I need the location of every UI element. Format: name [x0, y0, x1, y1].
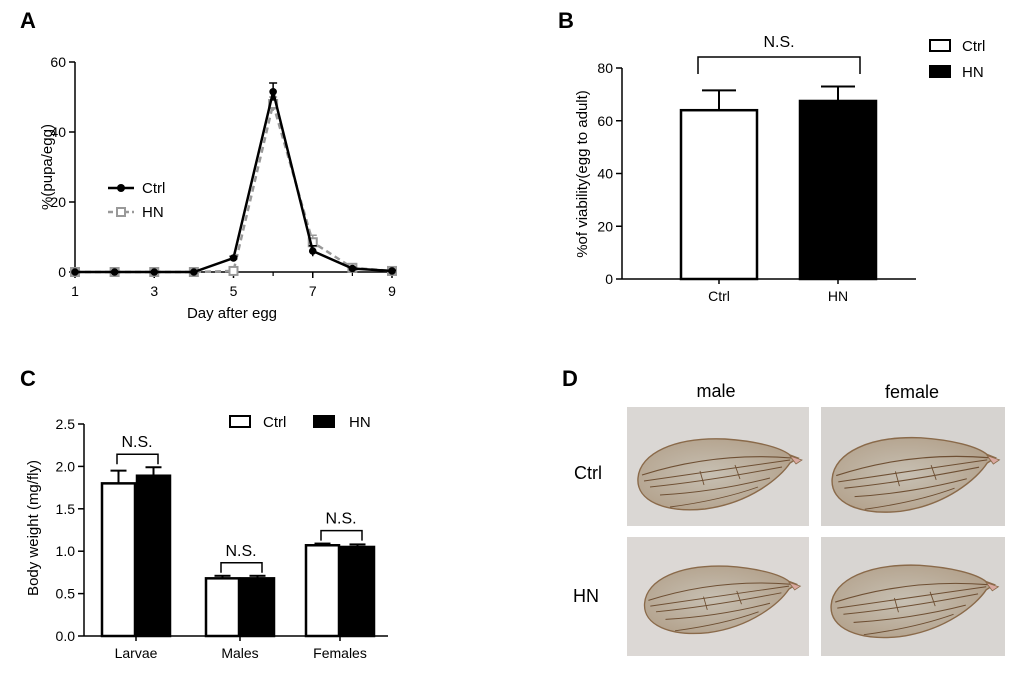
legend-hn-label: HN [349, 414, 371, 431]
panel-letter-a: A [20, 8, 36, 33]
wing-image-ctrl-male [627, 407, 809, 526]
panel-b-x-tick-label: HN [828, 288, 848, 304]
panel-b-y-label: %of viability(egg to adult) [574, 90, 591, 258]
wing-image-hn-male [627, 537, 809, 656]
panel-b-y-tick-label: 60 [597, 113, 613, 129]
panel-a-y-tick-label: 60 [50, 54, 66, 70]
panel-letter-c: C [20, 366, 36, 391]
panel-a-x-tick-label: 1 [71, 283, 79, 299]
bar-hn-males [239, 577, 276, 638]
panel-b-bar-chart: 0 20 40 60 80 Ctrl HN %of viability(egg to ad… [574, 34, 985, 304]
series-ctrl-point [229, 254, 238, 262]
panel-b-y-tick-label: 20 [597, 218, 613, 234]
panel-c-y-tick-label: 0.5 [56, 586, 76, 602]
panel-c-legend: Ctrl HN [229, 414, 371, 431]
panel-b-significance-bracket [697, 56, 861, 74]
series-ctrl-point [348, 264, 357, 273]
panel-a-y-tick-label: 0 [58, 264, 66, 280]
series-ctrl-line [75, 91, 393, 274]
panel-b-y-tick-label: 40 [597, 166, 613, 182]
legend-ctrl-marker [117, 184, 125, 192]
panel-c-significance-label-males: N.S. [225, 543, 256, 560]
panel-c-significance-label-larvae: N.S. [121, 434, 152, 451]
panel-c-x-tick-label: Larvae [115, 645, 158, 661]
panel-c-y-tick-label: 0.0 [56, 628, 76, 644]
panel-b-significance-label: N.S. [763, 34, 794, 51]
panel-c-significance-bracket-larvae [116, 453, 159, 465]
panel-a-x-tick-label: 5 [230, 283, 238, 299]
series-hn-point [228, 265, 239, 276]
wing-image-hn-female [821, 537, 1005, 656]
wing-row-ctrl-label: Ctrl [574, 463, 602, 483]
panel-c-x-tick-label: Males [221, 645, 258, 661]
panel-a-x-tick-label: 7 [309, 283, 317, 299]
panel-c-bar-chart: 0.0 0.5 1.0 1.5 2.0 2.5 Larvae Males Females N.… [25, 414, 388, 661]
wing-column-female-label: female [885, 382, 939, 402]
wing-column-male-label: male [696, 381, 735, 401]
series-ctrl-point [150, 268, 159, 276]
bar-ctrl [679, 108, 759, 281]
panel-a-y-tick-label: 40 [50, 124, 66, 140]
series-ctrl-point [269, 87, 277, 96]
panel-b-legend: Ctrl HN [929, 38, 985, 81]
bar-ctrl-females [304, 544, 341, 638]
legend-ctrl-swatch [929, 39, 951, 52]
legend-hn-swatch [313, 415, 335, 428]
panel-a-x-tick-label: 9 [388, 283, 396, 299]
panel-a-y-tick-label: 20 [50, 194, 66, 210]
panel-c-y-label: Body weight (mg/fly) [25, 460, 42, 596]
legend-ctrl-label: Ctrl [962, 38, 985, 55]
bar-hn-females [339, 545, 376, 638]
panel-c-significance-bracket-males [220, 562, 263, 573]
bar-ctrl-larvae [100, 482, 137, 638]
series-ctrl-point [110, 268, 119, 276]
panel-b-x-tick-label: Ctrl [708, 288, 730, 304]
bar-ctrl-males [204, 577, 241, 638]
panel-c-y-tick-label: 2.5 [56, 416, 76, 432]
legend-ctrl-swatch [229, 415, 251, 428]
panel-letter-b: B [558, 8, 574, 33]
series-ctrl-point [388, 267, 396, 275]
bar-hn [798, 99, 878, 281]
panel-b-y-tick-label: 0 [605, 271, 613, 287]
legend-hn-label: HN [962, 64, 984, 81]
panel-c-x-tick-label: Females [313, 645, 367, 661]
panel-c-significance-bracket-females [320, 529, 363, 541]
panel-c-y-tick-label: 1.5 [56, 501, 76, 517]
panel-d-wing-images: male female Ctrl HN [573, 381, 1005, 656]
legend-hn-marker [116, 207, 126, 217]
panel-a-legend: Ctrl HN [108, 180, 165, 221]
panel-a-x-tick-label: 3 [150, 283, 158, 299]
panel-c-y-tick-label: 1.0 [56, 543, 76, 559]
panel-b-y-tick-label: 80 [597, 60, 613, 76]
panel-letter-d: D [562, 366, 578, 391]
bar-hn-larvae [135, 474, 172, 638]
panel-c-significance-label-females: N.S. [325, 511, 356, 528]
wing-row-hn-label: HN [573, 586, 599, 606]
panel-c-y-tick-label: 2.0 [56, 458, 76, 474]
legend-ctrl-label: Ctrl [263, 414, 286, 431]
wing-image-ctrl-female [821, 407, 1005, 526]
legend-hn-swatch [929, 65, 951, 78]
series-ctrl-point [190, 268, 198, 276]
series-ctrl-point [71, 268, 79, 276]
panel-a-x-label: Day after egg [187, 305, 277, 322]
series-ctrl-point [308, 247, 317, 255]
legend-ctrl-label: Ctrl [142, 180, 165, 197]
legend-hn-label: HN [142, 204, 164, 221]
panel-a-y-label: %(pupa/egg) [39, 124, 56, 210]
